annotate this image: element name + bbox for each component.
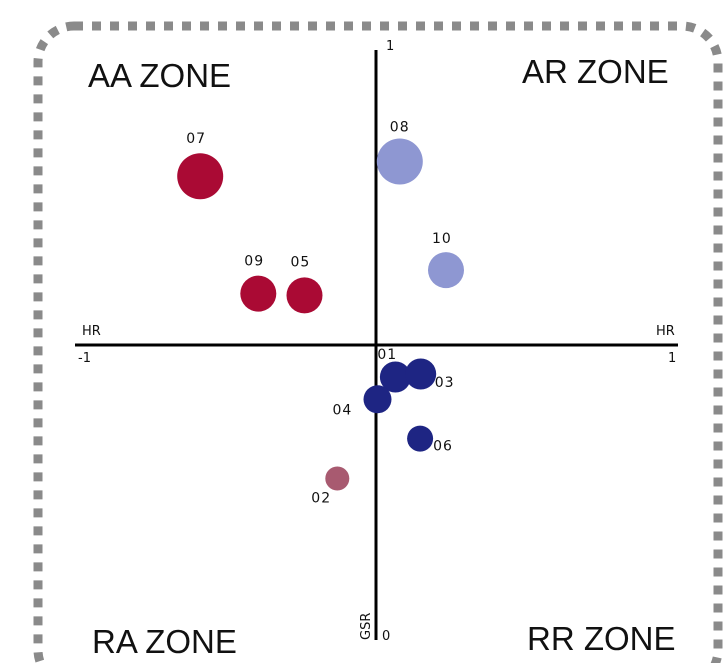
zone-label-rr: RR ZONE — [527, 620, 676, 657]
point-03 — [405, 358, 437, 390]
y-tick-min: 0 — [382, 629, 390, 644]
point-label-03: 03 — [435, 375, 455, 391]
x-axis-title-right: HR — [656, 324, 675, 339]
point-label-02: 02 — [311, 491, 331, 507]
x-tick-max: 1 — [668, 351, 676, 366]
point-label-08: 08 — [390, 120, 410, 136]
point-label-05: 05 — [291, 254, 311, 270]
zone-label-ar: AR ZONE — [522, 53, 669, 90]
x-axis-title-left: HR — [82, 324, 101, 339]
point-label-04: 04 — [333, 402, 353, 418]
point-08 — [376, 138, 423, 185]
dashed-border — [33, 21, 723, 663]
zone-label-ra: RA ZONE — [92, 623, 237, 660]
point-label-06: 06 — [433, 439, 453, 455]
point-02 — [325, 466, 350, 491]
point-label-10: 10 — [432, 231, 452, 247]
point-05 — [286, 277, 323, 314]
point-09 — [240, 275, 277, 312]
point-01 — [379, 361, 411, 393]
point-06 — [407, 425, 434, 452]
point-04 — [363, 385, 392, 414]
y-axis-title: GSR — [359, 613, 374, 640]
y-tick-max: 1 — [386, 39, 394, 54]
points-layer: 07 09 05 08 10 01 03 04 06 02 — [177, 120, 464, 507]
point-10 — [428, 252, 464, 289]
zone-label-aa: AA ZONE — [88, 57, 231, 94]
x-tick-min: -1 — [78, 351, 91, 366]
point-label-09: 09 — [244, 254, 264, 270]
point-07 — [177, 153, 224, 200]
point-label-07: 07 — [186, 131, 206, 147]
point-label-01: 01 — [377, 347, 397, 363]
